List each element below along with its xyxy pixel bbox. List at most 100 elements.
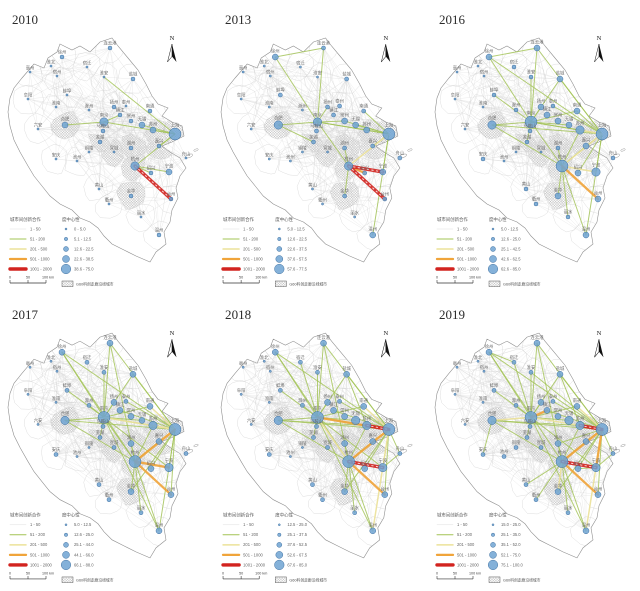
coop-edge-1-50: [333, 114, 345, 149]
scale-bar-label-0: 0: [436, 571, 438, 575]
scale-bar-label-0: 0: [9, 276, 11, 280]
coop-edge-1-50: [130, 416, 160, 442]
map-panel-2017: 上海 南京 杭州 苏州 无锡 常州 镇江 扬州 泰州 南通 盐城 淮安 宿迁 连云港 徐州 合肥 芜湖 马鞍山 蚌埠…: [0, 295, 213, 591]
city-label-宣城: 宣城: [537, 145, 546, 152]
city-label-六安: 六安: [461, 417, 470, 424]
coop-edge-1-50: [290, 151, 303, 162]
coop-edge-1-50: [264, 361, 301, 363]
coop-edge-51-200-连云港-南京: [530, 342, 538, 418]
coop-edge-1-50: [130, 147, 187, 159]
coop-edge-1-50: [493, 374, 561, 391]
coop-edge-1-50: [464, 424, 531, 427]
legend-centrality-label-4: 67.6 - 85.0: [287, 562, 307, 567]
coop-edge-1-50: [483, 371, 517, 448]
city-node-宿迁: [299, 65, 302, 69]
coop-edge-1-50: [482, 158, 537, 205]
city-node-芜湖: [97, 435, 103, 440]
coop-edge-1-50: [50, 65, 57, 108]
city-label-徐州: 徐州: [58, 343, 67, 350]
coop-edge-1-50: [243, 71, 318, 78]
coop-edge-1-50: [302, 109, 345, 149]
coop-edge-1-50: [290, 456, 345, 492]
coop-edge-1-50: [27, 394, 57, 403]
coop-edge-1-50: [27, 394, 66, 421]
coop-edge-1-50: [503, 160, 559, 197]
coop-edge-1-50: [269, 106, 303, 111]
coop-edge-1-50: [99, 129, 154, 143]
coop-edge-1-50: [242, 367, 270, 403]
coop-edge-1-50: [339, 105, 389, 135]
coop-edge-1-50: [269, 402, 303, 406]
coop-edge-1-50: [525, 484, 559, 492]
coop-edge-1-50: [269, 402, 356, 421]
city-label-南京: 南京: [100, 405, 109, 412]
city-node-苏州: [149, 126, 157, 134]
coop-edge-1-50: [477, 65, 581, 131]
coop-edge-1-50: [302, 447, 349, 462]
coop-edge-1-50: [243, 367, 281, 391]
city-node-台州: [168, 196, 174, 202]
north-label: N: [597, 330, 602, 337]
coop-edge-1-50: [323, 47, 345, 122]
city-node-黄山: [310, 482, 315, 487]
coop-edge-1-50: [557, 129, 581, 149]
coop-edge-1-50: [535, 494, 599, 500]
coop-edge-1-50: [491, 124, 505, 162]
city-label-扬州: 扬州: [323, 393, 332, 400]
coop-edge-1-50: [525, 171, 597, 190]
coop-edge-1-50: [482, 371, 485, 455]
city-node-阜阳: [26, 393, 30, 396]
coop-edge-1-50: [354, 429, 390, 513]
coop-edge-1-50: [64, 106, 115, 126]
year-title: 2017: [12, 307, 38, 322]
coop-edge-1-50: [50, 47, 111, 67]
city-node-连云港: [320, 339, 327, 347]
scale-bar-label-0: 0: [222, 276, 224, 280]
city-label-嘉兴: 嘉兴: [582, 137, 591, 144]
coop-edge-1-50: [27, 71, 31, 100]
coop-edge-1-50: [323, 47, 367, 131]
coop-edge-1-50: [99, 120, 132, 143]
coop-edge-1-50: [86, 362, 105, 373]
legend-coop-label-1: 51 - 200: [243, 236, 259, 241]
coop-edge-1-50: [312, 484, 345, 492]
city-node-无锡: [565, 121, 573, 129]
coop-edge-1-50: [454, 65, 479, 100]
coop-edge-1-50: [454, 394, 517, 406]
city-label-台州: 台州: [594, 190, 603, 197]
city-label-淮安: 淮安: [313, 364, 322, 371]
coop-edge-1-50: [113, 441, 160, 448]
coop-edge-1-50: [482, 141, 528, 160]
coop-edge-1-50: [125, 105, 154, 131]
coop-edge-1-50: [29, 367, 57, 403]
coop-edge-1-50: [251, 402, 270, 425]
coop-edges-1001-2000: [133, 164, 173, 201]
coop-edge-1-50: [275, 352, 367, 426]
coop-edge-1-50: [50, 65, 154, 131]
coop-edge-1-50: [76, 447, 90, 457]
coop-edge-1-50: [241, 371, 271, 395]
coop-edge-1-50: [125, 78, 134, 107]
coop-edge-1-50: [88, 372, 105, 406]
coop-edge-1-50: [29, 367, 66, 421]
city-node-合肥: [273, 120, 283, 130]
city-label-黄山: 黄山: [308, 182, 317, 189]
legend-centrality-label-1: 25.1 - 35.0: [501, 532, 521, 537]
coop-edge-1-50: [37, 362, 88, 425]
coop-edge-1-50: [540, 447, 569, 513]
city-node-芜湖: [311, 435, 316, 440]
city-label-池州: 池州: [500, 154, 509, 160]
coop-edge-1-50: [513, 66, 528, 143]
city-label-绍兴: 绍兴: [574, 164, 583, 171]
coop-edge-51-200-淮安-上海: [103, 76, 176, 135]
coop-edge-1-50: [454, 71, 458, 100]
coop-edge-1-50: [300, 66, 303, 111]
coop-edge-1-50: [270, 371, 279, 421]
coop-edge-1-50: [61, 352, 134, 375]
coop-edge-1-50: [280, 374, 347, 391]
coop-edge-51-200-徐州-上海: [274, 351, 390, 430]
coop-edge-1-50: [567, 216, 587, 236]
coop-edge-51-200-南京-合肥: [277, 121, 318, 126]
city-label-连云港: 连云港: [531, 334, 545, 341]
